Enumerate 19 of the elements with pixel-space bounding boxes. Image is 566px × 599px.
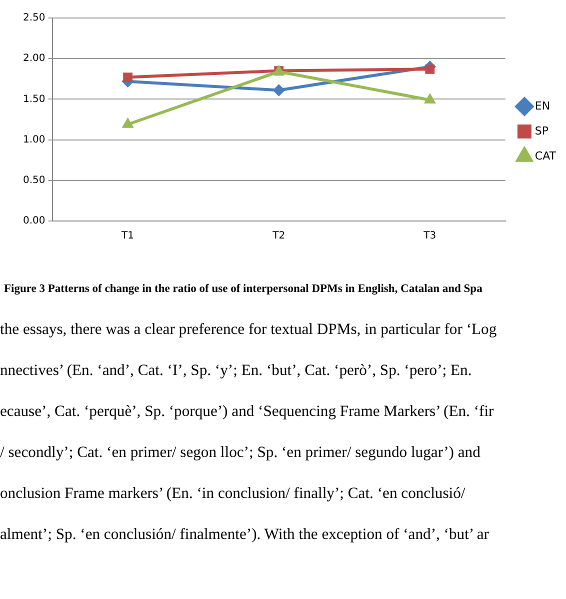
y-tick-label: 2.50 — [23, 12, 46, 24]
legend-label: EN — [534, 99, 550, 112]
x-tick-label: T3 — [422, 230, 436, 242]
text: onclusion Frame markers’ (En. ‘in conclusion/ finally’; Cat. ‘en conclusió/ — [0, 484, 466, 504]
y-tick-label: 1.00 — [23, 134, 46, 146]
text: alment’; Sp. ‘en conclusión/ finalmente’). With the exception of ‘and’, ‘but’ ar — [0, 525, 490, 545]
x-tick-label: T1 — [120, 230, 134, 242]
text: nnectives’ (En. ‘and’, Cat. ‘I’, Sp. ‘y’; En. ‘but’, Cat. ‘però’, Sp. ‘pero’; En. — [0, 361, 473, 381]
legend-label: CAT — [534, 149, 556, 162]
text: / secondly’; Cat. ‘en primer/ segon lloc’; Sp. ‘en primer/ segundo lugar’) and — [0, 443, 482, 463]
text: ecause’, Cat. ‘perquè’, Sp. ‘porque’) and ‘Sequencing Frame Markers’ (En. ‘fir — [0, 402, 495, 422]
y-tick-label: 2.00 — [23, 53, 46, 64]
x-tick-label: T2 — [272, 230, 286, 242]
caption: Figure 3 Patterns of change in the ratio of use of interpersonal DPMs in English, Catalan and Spa — [4, 283, 484, 295]
legend-label: SP — [534, 124, 549, 138]
text: the essays, there was a clear preference for textual DPMs, in particular for ‘Log — [0, 320, 498, 340]
y-tick-label: 0.50 — [23, 174, 46, 186]
y-tick-label: 1.50 — [23, 94, 46, 105]
y-tick-label: 0.00 — [23, 216, 46, 227]
